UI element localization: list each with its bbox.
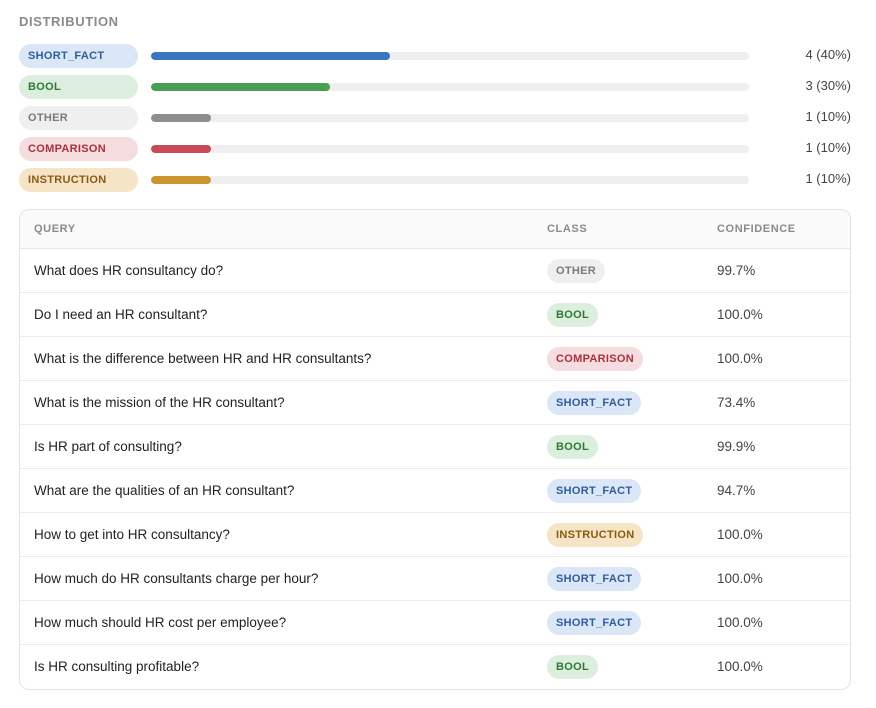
distribution-bar-fill [151,52,391,60]
distribution-list: SHORT_FACT 4 (40%) BOOL 3 (30%) OTHER 1 … [19,43,851,198]
class-badge: SHORT_FACT [547,611,642,635]
query-cell: What does HR consultancy do? [34,263,224,278]
distribution-row: BOOL 3 (30%) [19,74,851,105]
query-cell: How much do HR consultants charge per ho… [34,571,319,586]
confidence-cell: 100.0% [717,615,763,630]
class-badge: SHORT_FACT [547,391,642,415]
distribution-bar-fill [151,83,331,91]
confidence-cell: 100.0% [717,307,763,322]
table-row[interactable]: How much do HR consultants charge per ho… [20,557,850,601]
table-row[interactable]: What is the mission of the HR consultant… [20,381,850,425]
class-pill: SHORT_FACT [19,44,138,68]
distribution-bar-fill [151,114,211,122]
query-cell: Is HR part of consulting? [34,439,182,454]
confidence-cell: 100.0% [717,527,763,542]
query-cell: How much should HR cost per employee? [34,615,287,630]
distribution-count: 1 (10%) [805,171,851,186]
table-row[interactable]: What is the difference between HR and HR… [20,337,850,381]
class-badge: BOOL [547,435,598,459]
query-cell: How to get into HR consultancy? [34,527,230,542]
distribution-bar-track [151,52,749,60]
query-cell: What is the difference between HR and HR… [34,351,372,366]
class-badge: INSTRUCTION [547,523,644,547]
confidence-cell: 73.4% [717,395,756,410]
class-pill: BOOL [19,75,138,99]
query-cell: Do I need an HR consultant? [34,307,208,322]
distribution-bar-track [151,145,749,153]
query-cell: What are the qualities of an HR consulta… [34,483,295,498]
confidence-cell: 100.0% [717,659,763,674]
distribution-count: 4 (40%) [805,47,851,62]
table-row[interactable]: How much should HR cost per employee? SH… [20,601,850,645]
results-table: QUERY CLASS CONFIDENCE What does HR cons… [19,209,851,690]
class-badge: BOOL [547,303,598,327]
class-badge: OTHER [547,259,605,283]
class-badge: SHORT_FACT [547,567,642,591]
header-query[interactable]: QUERY [34,223,76,235]
table-row[interactable]: How to get into HR consultancy? INSTRUCT… [20,513,850,557]
query-cell: What is the mission of the HR consultant… [34,395,285,410]
table-row[interactable]: What does HR consultancy do? OTHER 99.7% [20,249,850,293]
header-confidence[interactable]: CONFIDENCE [717,223,796,235]
table-row[interactable]: Do I need an HR consultant? BOOL 100.0% [20,293,850,337]
distribution-bar-fill [151,145,211,153]
distribution-row: COMPARISON 1 (10%) [19,136,851,167]
confidence-cell: 100.0% [717,571,763,586]
distribution-title: DISTRIBUTION [19,14,119,29]
header-class[interactable]: CLASS [547,223,588,235]
distribution-row: SHORT_FACT 4 (40%) [19,43,851,74]
confidence-cell: 94.7% [717,483,756,498]
class-pill: INSTRUCTION [19,168,138,192]
distribution-bar-fill [151,176,211,184]
table-row[interactable]: Is HR consulting profitable? BOOL 100.0% [20,645,850,689]
class-pill: OTHER [19,106,138,130]
distribution-bar-track [151,114,749,122]
class-badge: BOOL [547,655,598,679]
table-row[interactable]: Is HR part of consulting? BOOL 99.9% [20,425,850,469]
table-header: QUERY CLASS CONFIDENCE [20,210,850,249]
confidence-cell: 99.7% [717,263,756,278]
class-badge: COMPARISON [547,347,643,371]
distribution-bar-track [151,83,749,91]
class-badge: SHORT_FACT [547,479,642,503]
distribution-count: 1 (10%) [805,109,851,124]
distribution-row: INSTRUCTION 1 (10%) [19,167,851,198]
distribution-count: 1 (10%) [805,140,851,155]
table-row[interactable]: What are the qualities of an HR consulta… [20,469,850,513]
confidence-cell: 99.9% [717,439,756,454]
confidence-cell: 100.0% [717,351,763,366]
distribution-bar-track [151,176,749,184]
distribution-row: OTHER 1 (10%) [19,105,851,136]
distribution-count: 3 (30%) [805,78,851,93]
query-cell: Is HR consulting profitable? [34,659,200,674]
class-pill: COMPARISON [19,137,138,161]
